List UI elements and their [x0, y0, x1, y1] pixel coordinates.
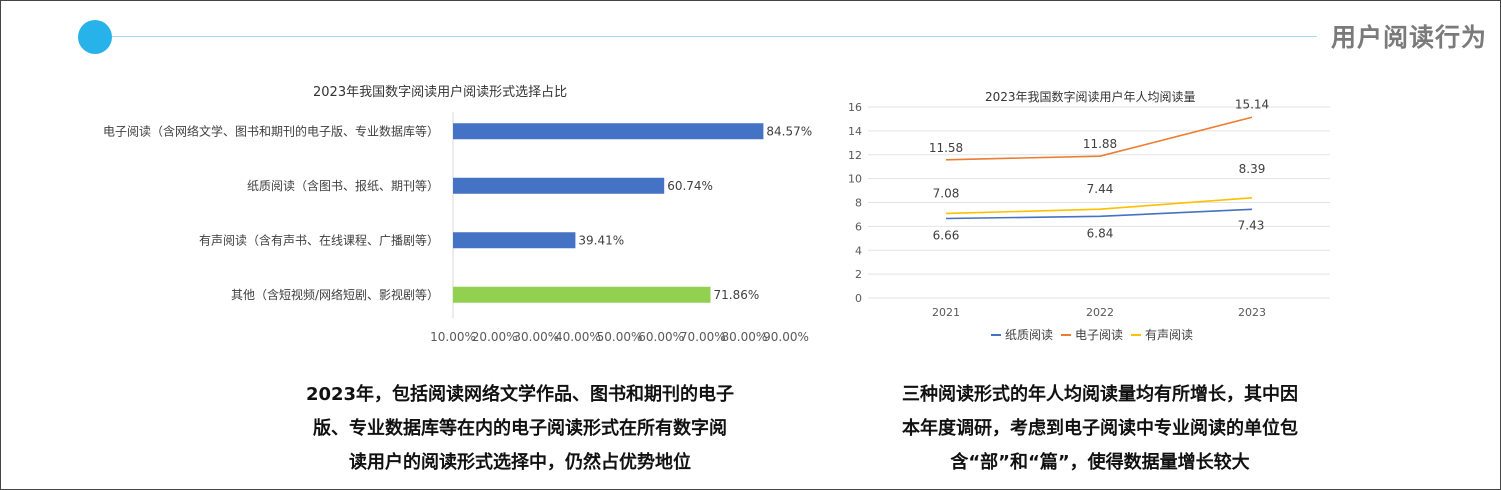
caption-line: 读用户的阅读形式选择中，仍然占优势地位 — [349, 452, 691, 473]
bar-x-tick-label: 70.00% — [680, 330, 726, 344]
line-series — [945, 208, 1253, 220]
bar — [453, 286, 711, 303]
caption-line: 本年度调研，考虑到电子阅读中专业阅读的单位包 — [902, 418, 1298, 439]
bar-value-label: 84.57% — [766, 124, 812, 138]
line-y-tick-label: 10 — [848, 173, 862, 186]
line-data-label: 8.39 — [1239, 162, 1266, 176]
line-y-tick-label: 4 — [855, 244, 862, 257]
line-x-tick-label: 2021 — [932, 306, 960, 319]
caption-line: 版、专业数据库等在内的电子阅读形式在所有数字阅 — [313, 418, 727, 439]
line-data-label: 7.08 — [933, 186, 960, 200]
bar-chart-title: 2023年我国数字阅读用户阅读形式选择占比 — [313, 85, 568, 100]
bar-x-tick-label: 90.00% — [763, 330, 809, 344]
bar-x-tick-label: 10.00% — [430, 330, 476, 344]
bar-value-label: 60.74% — [667, 179, 713, 193]
legend-label: 有声阅读 — [1145, 328, 1193, 342]
bar-x-tick-label: 50.00% — [597, 330, 643, 344]
line-y-tick-label: 12 — [848, 149, 862, 162]
line-data-label: 7.43 — [1238, 218, 1265, 232]
line-data-label: 6.66 — [933, 228, 960, 242]
accent-dot — [78, 20, 112, 54]
bar — [453, 177, 665, 194]
bar-chart-caption: 2023年，包括阅读网络文学作品、图书和期刊的电子 版、专业数据库等在内的电子阅… — [275, 378, 765, 480]
bar-category-label: 纸质阅读（含图书、报纸、期刊等） — [247, 178, 439, 193]
legend-label: 纸质阅读 — [1005, 328, 1053, 342]
bar-category-label: 电子阅读（含网络文学、图书和期刊的电子版、专业数据库等） — [103, 123, 439, 138]
line-series — [945, 197, 1253, 215]
bar — [453, 232, 576, 249]
section-title: 用户阅读行为 — [1330, 23, 1487, 52]
line-y-tick-label: 0 — [855, 292, 862, 305]
header-divider — [112, 36, 1317, 37]
caption-line: 三种阅读形式的年人均阅读量均有所增长，其中因 — [902, 384, 1298, 405]
line-data-label: 11.88 — [1083, 137, 1117, 151]
line-y-tick-label: 16 — [848, 101, 862, 114]
bar-x-tick-label: 30.00% — [513, 330, 559, 344]
bar-x-tick-label: 60.00% — [638, 330, 684, 344]
bar-value-label: 39.41% — [578, 233, 624, 247]
bar-value-label: 71.86% — [713, 288, 759, 302]
caption-line: 含“部”和“篇”，使得数据量增长较大 — [950, 452, 1250, 473]
line-chart-caption: 三种阅读形式的年人均阅读量均有所增长，其中因 本年度调研，考虑到电子阅读中专业阅… — [880, 378, 1320, 480]
line-data-label: 6.84 — [1087, 226, 1114, 240]
line-y-tick-label: 6 — [855, 220, 862, 233]
line-series — [945, 116, 1253, 161]
line-data-label: 7.44 — [1087, 182, 1114, 196]
bar-x-tick-label: 20.00% — [472, 330, 518, 344]
line-x-tick-label: 2022 — [1086, 306, 1114, 319]
line-y-tick-label: 14 — [848, 125, 862, 138]
bar-x-tick-label: 80.00% — [721, 330, 767, 344]
bar-category-label: 有声阅读（含有声书、在线课程、广播剧等） — [199, 232, 439, 247]
bar-x-tick-label: 40.00% — [555, 330, 601, 344]
legend-label: 电子阅读 — [1075, 328, 1123, 342]
line-x-tick-label: 2023 — [1238, 306, 1266, 319]
caption-line: 2023年，包括阅读网络文学作品、图书和期刊的电子 — [305, 384, 735, 405]
line-data-label: 15.14 — [1235, 97, 1269, 111]
line-y-tick-label: 2 — [855, 268, 862, 281]
line-chart-title: 2023年我国数字阅读用户年人均阅读量 — [985, 90, 1196, 104]
bar-category-label: 其他（含短视频/网络短剧、影视剧等） — [231, 287, 439, 302]
line-data-label: 11.58 — [929, 141, 963, 155]
bar — [453, 123, 764, 140]
line-y-tick-label: 8 — [855, 197, 862, 210]
